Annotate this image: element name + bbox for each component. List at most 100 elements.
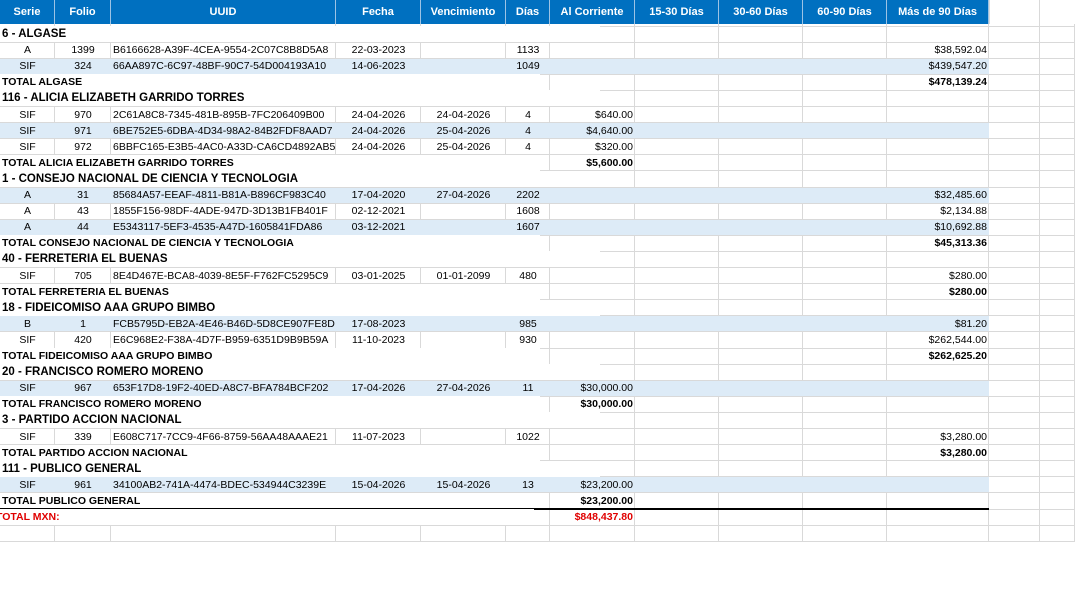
cell: A <box>23 221 31 234</box>
cell: 03-12-2021 <box>351 221 406 234</box>
grid-line <box>420 24 421 542</box>
cell: SIF <box>19 269 36 282</box>
grid-line <box>0 106 1075 107</box>
cell: $30,000.00 <box>580 382 633 395</box>
header-cell: Fecha <box>336 0 421 24</box>
total-cell: $30,000.00 <box>580 398 633 411</box>
grid-line <box>1039 24 1040 542</box>
group-title: 18 - FIDEICOMISO AAA GRUPO BIMBO <box>0 299 600 316</box>
cell: $23,200.00 <box>580 478 633 491</box>
cell: 961 <box>74 478 92 491</box>
cell: SIF <box>19 430 36 443</box>
grid-line <box>0 41 1075 43</box>
cell: 967 <box>74 382 92 395</box>
cell: 971 <box>74 124 92 137</box>
group-title: 6 - ALGASE <box>0 26 600 42</box>
row-band <box>0 219 989 235</box>
cell: A <box>23 189 31 201</box>
total-cell: $5,600.00 <box>586 156 633 169</box>
cell: 6BE752E5-6DBA-4D34-98A2-84B2FDF8AAD7 <box>113 124 333 137</box>
grid-line <box>989 0 990 24</box>
header-cell: Al Corriente <box>550 0 635 24</box>
total-label: TOTAL FERRETERIA EL BUENAS <box>0 283 540 300</box>
total-cell: $3,280.00 <box>940 446 987 459</box>
cell: 1607 <box>516 221 540 234</box>
grid-line <box>0 315 1075 317</box>
group-title: 40 - FERRETERIA EL BUENAS <box>0 251 600 268</box>
total-label: TOTAL FRANCISCO ROMERO MORENO <box>0 396 540 413</box>
grid-line <box>54 24 55 542</box>
row-band <box>0 187 989 203</box>
header-cell: Serie <box>0 0 55 24</box>
header-cell: Días <box>506 0 550 24</box>
total-cell: $848,437.80 <box>574 511 633 523</box>
cell: SIF <box>19 140 36 153</box>
cell: 17-08-2023 <box>351 317 406 330</box>
total-label: TOTAL FIDEICOMISO AAA GRUPO BIMBO <box>0 348 540 364</box>
total-label: TOTAL CONSEJO NACIONAL DE CIENCIA Y TECN… <box>0 235 540 252</box>
header-cell: 30-60 Días <box>719 0 803 24</box>
cell: A <box>23 205 31 218</box>
row-band <box>0 477 989 493</box>
cell: B6166628-A39F-4CEA-9554-2C07C8B8D5A8 <box>113 44 329 57</box>
cell: 24-04-2026 <box>351 108 406 121</box>
cell: SIF <box>19 108 36 121</box>
cell: 27-04-2026 <box>436 189 491 201</box>
grid-line <box>1039 0 1040 24</box>
cell: 14-06-2023 <box>351 60 406 73</box>
cell: $3,280.00 <box>940 430 987 443</box>
cell: 420 <box>74 333 92 346</box>
total-border <box>0 508 989 510</box>
cell: 25-04-2026 <box>436 140 491 153</box>
cell: A <box>23 44 31 57</box>
row-band <box>0 380 989 396</box>
cell: $4,640.00 <box>586 124 633 137</box>
grid-line <box>0 186 1075 188</box>
cell: 1399 <box>71 44 95 57</box>
header-cell: UUID <box>111 0 336 24</box>
cell: 1608 <box>516 205 540 218</box>
cell: 1 <box>80 317 86 330</box>
cell: 4 <box>525 108 531 121</box>
cell: 11-10-2023 <box>352 333 405 346</box>
cell: 24-04-2026 <box>351 140 406 153</box>
grid-line <box>0 540 1075 542</box>
cell: E5343117-5EF3-4535-A47D-1605841FDA86 <box>113 221 323 234</box>
cell: 11-07-2023 <box>352 430 405 443</box>
cell: 15-04-2026 <box>351 478 406 491</box>
total-label: TOTAL PARTIDO ACCION NACIONAL <box>0 444 540 461</box>
group-title: 3 - PARTIDO ACCION NACIONAL <box>0 412 600 429</box>
cell: 2C61A8C8-7345-481B-895B-7FC206409B00 <box>113 108 325 121</box>
grid-line <box>718 24 719 542</box>
group-title: 111 - PUBLICO GENERAL <box>0 460 600 477</box>
header-cell: Más de 90 Días <box>887 0 989 24</box>
cell: 985 <box>519 317 537 330</box>
grid-line <box>505 24 506 542</box>
grid-line <box>0 331 1075 333</box>
grid-line <box>886 24 887 542</box>
cell: 4 <box>525 124 531 137</box>
cell: 17-04-2020 <box>351 189 406 201</box>
header-cell: 60-90 Días <box>803 0 887 24</box>
grid-line <box>802 24 803 542</box>
total-cell: $478,139.24 <box>928 76 987 89</box>
cell: 17-04-2026 <box>351 382 406 395</box>
grid-line <box>0 57 1075 59</box>
grid-line <box>0 428 1075 429</box>
cell: 6BBFC165-E3B5-4AC0-A33D-CA6CD4892AB5 <box>113 140 336 153</box>
cell: 1022 <box>516 430 540 443</box>
total-label: TOTAL MXN: <box>0 509 534 525</box>
header-cell: Folio <box>55 0 111 24</box>
cell: 27-04-2026 <box>436 382 491 395</box>
cell: $320.00 <box>595 140 633 153</box>
cell: 8E4D467E-BCA8-4039-8E5F-F762FC5295C9 <box>113 269 329 282</box>
grid-line <box>0 122 1075 124</box>
row-band <box>0 316 989 332</box>
grid-line <box>0 138 1075 140</box>
cell: 03-01-2025 <box>351 269 406 282</box>
cell: SIF <box>19 333 36 346</box>
header-fill <box>989 0 1075 24</box>
cell: 1855F156-98DF-4ADE-947D-3D13B1FB401F <box>113 205 328 218</box>
cell: 24-04-2026 <box>351 124 406 137</box>
